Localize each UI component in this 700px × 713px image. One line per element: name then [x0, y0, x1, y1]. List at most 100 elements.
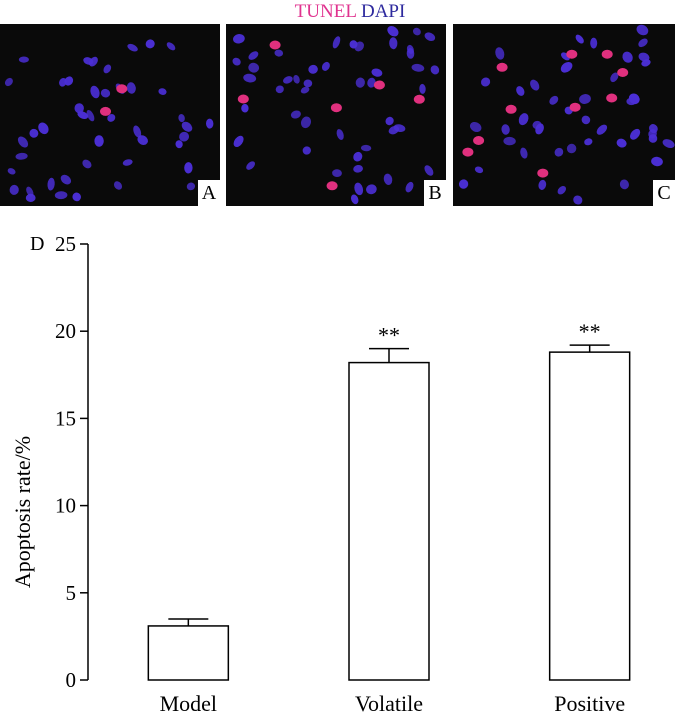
dapi-nucleus	[72, 192, 81, 202]
dapi-nucleus	[560, 61, 573, 73]
y-tick-label: 0	[66, 668, 77, 692]
tunel-positive-nucleus	[496, 62, 508, 72]
tunel-positive-nucleus	[566, 49, 578, 59]
dapi-nucleus	[518, 113, 529, 126]
tunel-positive-nucleus	[606, 93, 618, 103]
dapi-nucleus	[349, 40, 358, 49]
dapi-nucleus	[554, 147, 564, 157]
dapi-nucleus	[107, 113, 116, 122]
dapi-nucleus	[353, 164, 363, 173]
dapi-nucleus	[406, 48, 415, 59]
dapi-nucleus	[389, 37, 398, 50]
chart-bars: Model ** Volatile ** Positive	[147, 319, 631, 713]
bar-volatile	[348, 361, 430, 681]
chart-axes: 0 5 10 15 20 25	[55, 232, 89, 692]
dapi-nucleus	[619, 179, 629, 190]
apoptosis-bar-chart: D Apoptosis rate/% 0 5 10 15 20 25 Model ** Vol…	[10, 232, 631, 713]
dapi-nucleus	[103, 64, 112, 74]
micrograph-panel-a: A	[0, 24, 220, 206]
panel-label-d: D	[30, 233, 44, 255]
dapi-nucleus	[205, 118, 214, 129]
dapi-nucleus	[303, 79, 313, 88]
tunel-positive-nucleus	[237, 94, 249, 104]
dapi-nucleus	[385, 116, 394, 126]
dapi-nucleus	[530, 79, 540, 91]
dapi-nucleus	[100, 88, 111, 98]
dapi-nucleus	[60, 174, 72, 185]
dapi-nucleus	[181, 121, 193, 132]
y-tick-label: 20	[55, 319, 76, 343]
y-tick-label: 25	[55, 232, 76, 256]
dapi-nucleus	[573, 195, 583, 205]
dapi-nucleus	[77, 111, 89, 119]
tunel-positive-nucleus	[269, 40, 281, 50]
dapi-nucleus	[360, 144, 372, 152]
dapi-nucleus	[7, 168, 16, 175]
dapi-nucleus	[64, 76, 74, 86]
dapi-nucleus	[113, 181, 123, 190]
dapi-nucleus	[387, 25, 399, 37]
micrograph-a-image	[0, 24, 220, 206]
dapi-nucleus	[419, 83, 426, 94]
dapi-nucleus	[283, 76, 293, 84]
dapi-nucleus	[638, 38, 648, 48]
dapi-nucleus	[248, 51, 259, 60]
dapi-nucleus	[516, 86, 525, 96]
dapi-nucleus	[175, 140, 183, 149]
tunel-positive-nucleus	[100, 106, 111, 116]
dapi-nucleus	[388, 125, 400, 135]
dapi-nucleus	[26, 186, 34, 197]
dapi-nucleus	[38, 122, 49, 135]
dapi-nucleus	[501, 124, 510, 135]
dapi-nucleus	[232, 57, 241, 66]
dapi-nucleus	[158, 88, 167, 95]
tunel-positive-nucleus	[537, 168, 549, 178]
dapi-nucleus	[59, 78, 67, 87]
dapi-nucleus	[137, 135, 148, 145]
dapi-nucleus	[274, 49, 284, 57]
dapi-nucleus	[9, 184, 19, 195]
dapi-nucleus	[145, 39, 155, 49]
dapi-nucleus	[241, 103, 249, 113]
micrograph-panel-b: B	[226, 24, 446, 206]
tunel-positive-nucleus	[601, 49, 613, 59]
dapi-nucleus	[367, 77, 376, 88]
dapi-nucleus	[86, 109, 95, 122]
dapi-nucleus	[636, 24, 649, 36]
dapi-nucleus	[293, 75, 300, 84]
dapi-nucleus	[127, 43, 138, 52]
dapi-nucleus	[4, 77, 13, 87]
tunel-positive-nucleus	[473, 136, 485, 145]
dapi-nucleus	[354, 182, 364, 196]
dapi-nucleus	[133, 125, 142, 138]
dapi-nucleus	[166, 42, 176, 51]
dapi-nucleus	[412, 27, 421, 36]
dapi-nucleus	[430, 65, 440, 75]
dapi-nucleus	[15, 152, 28, 160]
dapi-nucleus	[579, 94, 591, 104]
dapi-nucleus	[29, 128, 39, 138]
dapi-nucleus	[474, 166, 484, 174]
bar-positive	[548, 351, 631, 681]
dapi-nucleus	[366, 184, 377, 195]
panel-label-a: A	[198, 180, 220, 206]
dapi-nucleus	[300, 86, 310, 94]
dapi-nucleus	[355, 77, 365, 88]
dapi-nucleus	[332, 36, 341, 49]
dapi-nucleus	[616, 138, 627, 148]
dapi-nucleus	[520, 147, 528, 159]
tunel-positive-nucleus	[413, 94, 425, 104]
bar-model	[147, 625, 230, 681]
dapi-nucleus	[557, 185, 567, 195]
dapi-nucleus	[233, 135, 244, 148]
dapi-nucleus	[243, 73, 257, 83]
tunel-positive-nucleus	[617, 68, 629, 77]
dapi-nucleus	[336, 129, 344, 140]
y-axis-title: Apoptosis rate/%	[10, 436, 35, 588]
dapi-nucleus	[424, 165, 434, 176]
dapi-legend-label: DAPI	[360, 1, 406, 22]
dapi-nucleus	[184, 162, 193, 174]
dapi-nucleus	[532, 120, 542, 129]
y-tick-label: 5	[66, 581, 77, 605]
dapi-nucleus	[25, 193, 36, 203]
